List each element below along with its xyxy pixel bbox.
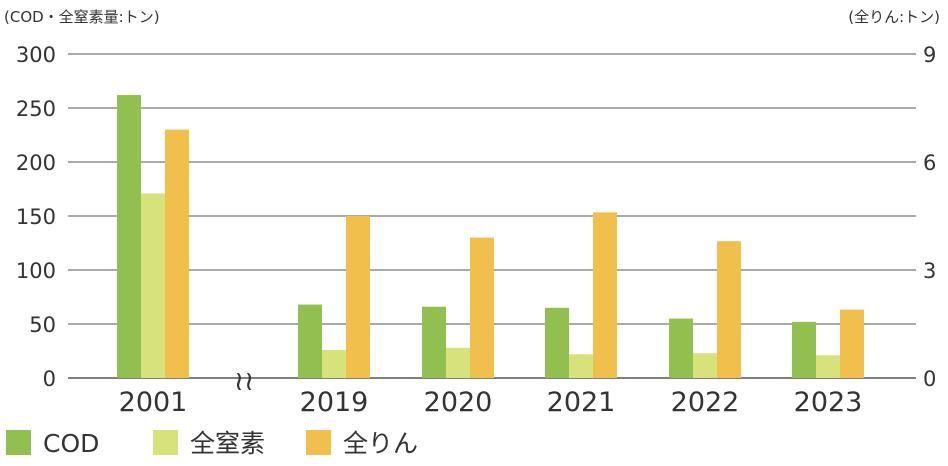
- category-labels: 2001 2019 2020 2021 2022 2023: [119, 387, 863, 418]
- bar-2-2020: [446, 347, 470, 378]
- bar-1-2019: [298, 304, 322, 378]
- bar-1-2023: [792, 321, 816, 378]
- bar-1-2022: [669, 318, 693, 378]
- category-label: 2022: [671, 387, 740, 418]
- bar-3-2023: [840, 309, 864, 378]
- bar-2-2022: [693, 353, 717, 378]
- category-label: 2019: [300, 387, 369, 418]
- bars: [117, 95, 864, 378]
- category-label: 2021: [547, 387, 616, 418]
- left-axis-ticks: 0 50 100 150 200 250 300: [16, 43, 56, 391]
- right-tick-label: 9: [923, 43, 936, 67]
- bar-2-2021: [569, 354, 593, 378]
- bar-2-2023: [816, 355, 840, 378]
- left-tick-label: 200: [16, 151, 56, 175]
- bar-3-2020: [470, 237, 494, 378]
- left-tick-label: 50: [29, 313, 56, 337]
- bar-3-2001: [165, 129, 189, 378]
- legend: COD 全窒素 全りん: [6, 429, 418, 458]
- legend-label: 全りん: [343, 429, 418, 458]
- right-axis-label: (全りん:トン): [848, 8, 940, 26]
- bar-3-2022: [717, 241, 741, 378]
- bar-1-2021: [545, 307, 569, 378]
- axis-break-marker: ≀≀: [234, 366, 254, 397]
- bar-3-2021: [593, 212, 617, 378]
- bar-1-2020: [422, 306, 446, 378]
- bar-3-2019: [346, 216, 370, 378]
- left-tick-label: 300: [16, 43, 56, 67]
- left-tick-label: 150: [16, 205, 56, 229]
- legend-label: COD: [43, 429, 99, 458]
- left-axis-label: (COD・全窒素量:トン): [4, 8, 160, 26]
- left-tick-label: 250: [16, 97, 56, 121]
- category-label: 2023: [794, 387, 863, 418]
- legend-swatch: [6, 430, 31, 455]
- bar-2-2019: [322, 349, 346, 378]
- legend-swatch: [306, 430, 331, 455]
- bar-2-2001: [141, 193, 165, 378]
- left-tick-label: 100: [16, 259, 56, 283]
- category-label: 2020: [424, 387, 493, 418]
- right-tick-label: 3: [923, 259, 936, 283]
- gridlines: [68, 53, 916, 379]
- right-axis-ticks: 0 3 6 9: [923, 43, 936, 391]
- legend-swatch: [153, 430, 178, 455]
- left-tick-label: 0: [43, 367, 56, 391]
- bar-1-2001: [117, 95, 141, 378]
- right-tick-label: 0: [923, 367, 936, 391]
- legend-label: 全窒素: [190, 429, 265, 458]
- right-tick-label: 6: [923, 151, 936, 175]
- category-label: 2001: [119, 387, 188, 418]
